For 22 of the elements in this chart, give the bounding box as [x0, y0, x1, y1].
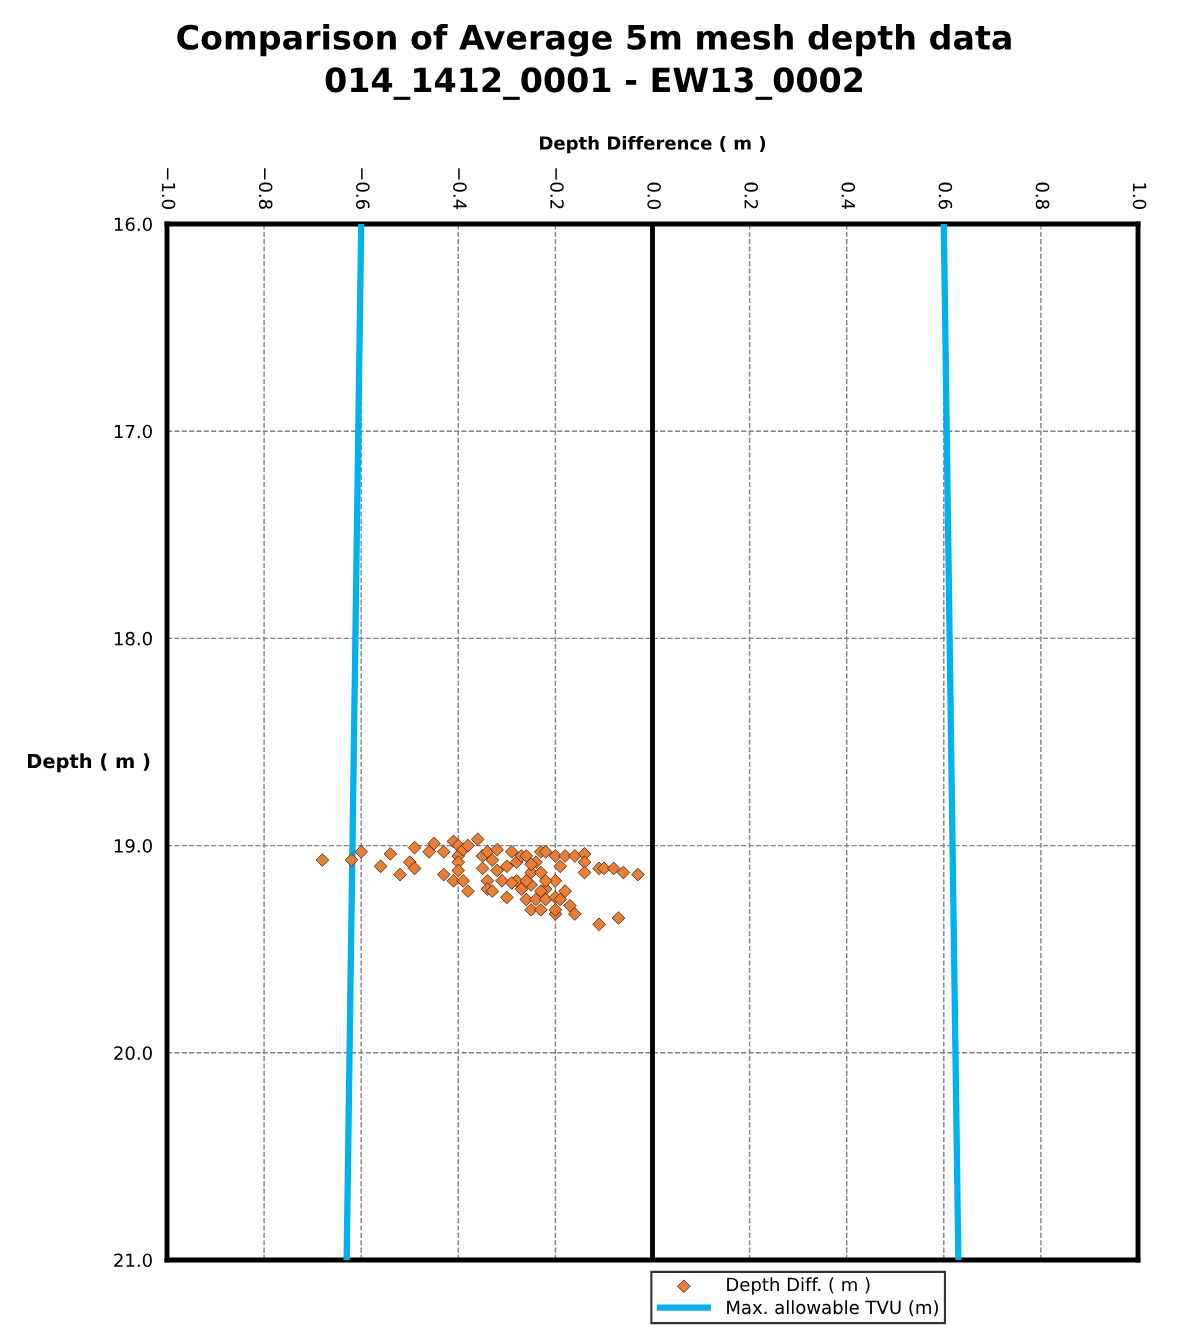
x-tick-label: −0.4: [453, 168, 467, 210]
x-tick-label: −0.6: [355, 168, 370, 209]
chart-title: Comparison of Average 5m mesh depth data 014_1412_0001 - EW13_0002: [177, 24, 1011, 100]
legend-label: Depth Diff. ( m ): [727, 1277, 870, 1295]
x-tick-label: −0.2: [550, 168, 564, 209]
y-tick-label: 16.0: [114, 217, 152, 232]
y-axis-title: Depth ( m ): [27, 753, 150, 773]
y-tick-label: 21.0: [114, 1253, 152, 1268]
y-tick-label: 19.0: [114, 839, 152, 853]
x-tick-label: 0.6: [938, 182, 953, 209]
x-axis-title: Depth Difference ( m ): [540, 135, 766, 154]
x-tick-label: −1.0: [161, 168, 176, 209]
x-tick-label: 0.0: [647, 182, 661, 209]
x-tick-label: 1.0: [1132, 183, 1147, 209]
x-tick-label: −0.8: [258, 168, 273, 209]
y-tick-label: 17.0: [114, 424, 152, 439]
x-tick-label: 0.8: [1035, 182, 1050, 209]
x-tick-label: 0.4: [841, 182, 856, 210]
y-tick-label: 18.0: [114, 631, 152, 646]
x-tick-label: 0.2: [744, 182, 759, 209]
y-tick-label: 20.0: [114, 1046, 152, 1060]
legend-label: Max. allowable TVU (m): [727, 1300, 938, 1317]
